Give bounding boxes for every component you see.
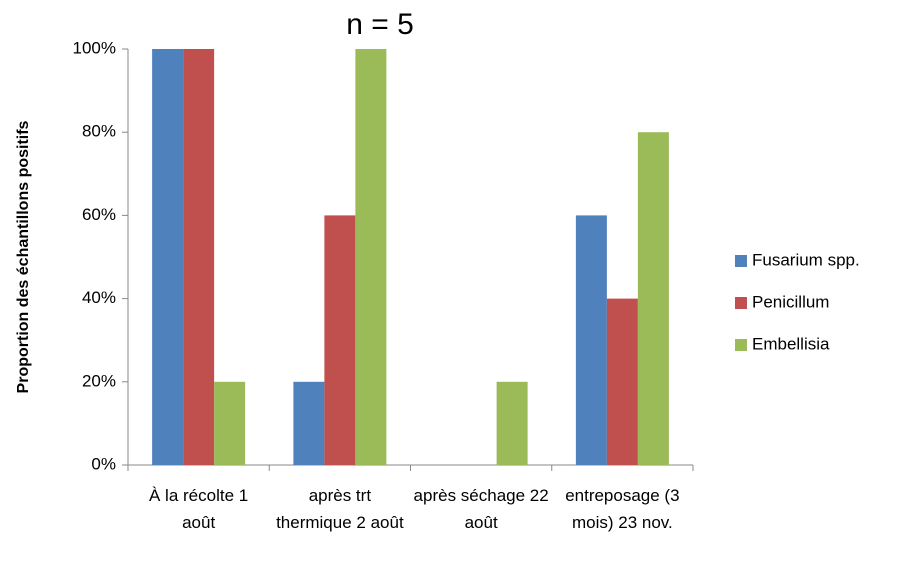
y-axis-label: Proportion des échantillons positifs: [15, 120, 32, 393]
page: n = 5 Proportion des échantillons positi…: [0, 0, 911, 574]
legend-swatch: [735, 339, 747, 351]
bar: [183, 49, 214, 465]
bar: [324, 215, 355, 465]
bar: [497, 382, 528, 465]
bar: [293, 382, 324, 465]
legend-label: Fusarium spp.: [752, 250, 860, 269]
y-tick-label: 40%: [82, 288, 116, 307]
bar: [214, 382, 245, 465]
x-tick-label: après trt thermique 2 août: [272, 482, 408, 536]
legend-swatch: [735, 255, 747, 267]
y-tick-label: 20%: [82, 371, 116, 390]
x-tick-label: À la récolte 1 août: [131, 482, 267, 536]
x-tick-label: entreposage (3 mois) 23 nov.: [554, 482, 690, 536]
legend-label: Penicillum: [752, 292, 829, 311]
y-tick-label: 60%: [82, 205, 116, 224]
bar: [638, 132, 669, 465]
legend-swatch: [735, 297, 747, 309]
bar: [152, 49, 183, 465]
y-tick-label: 0%: [91, 454, 116, 473]
chart-title: n = 5: [346, 8, 414, 41]
bar: [355, 49, 386, 465]
bar: [607, 299, 638, 465]
y-tick-label: 80%: [82, 122, 116, 141]
legend-label: Embellisia: [752, 334, 830, 353]
y-tick-label: 100%: [73, 38, 116, 57]
bar: [576, 215, 607, 465]
x-tick-label: après séchage 22 août: [413, 482, 549, 536]
